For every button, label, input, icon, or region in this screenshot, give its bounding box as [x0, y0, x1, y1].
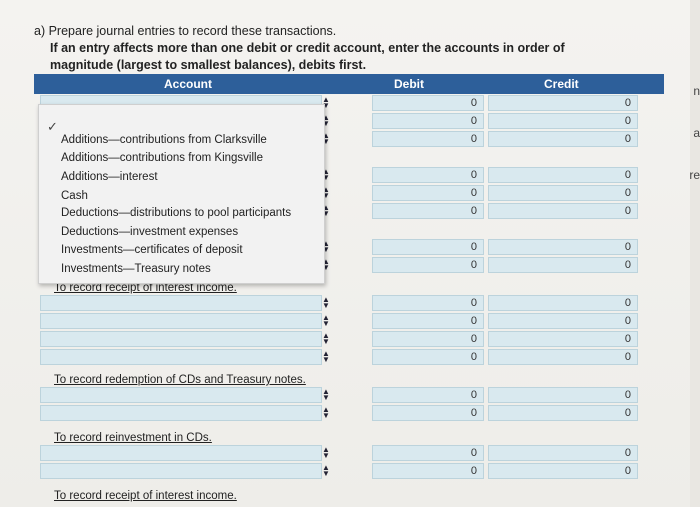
table-row: ▲ ▼ 0 0 — [34, 462, 664, 480]
entry-note-2: To record redemption of CDs and Treasury… — [54, 374, 306, 386]
debit-input[interactable]: 0 — [372, 313, 484, 329]
account-select[interactable] — [40, 331, 322, 347]
credit-input[interactable]: 0 — [488, 387, 638, 403]
edge-text: re — [689, 168, 700, 182]
edge-text: n — [693, 84, 700, 98]
table-row: ▲ ▼ 0 0 — [34, 348, 664, 366]
credit-input[interactable]: 0 — [488, 239, 638, 255]
account-header: Account — [164, 77, 212, 91]
table-row: ▲ ▼ 0 0 — [34, 404, 664, 422]
account-select[interactable] — [40, 445, 322, 461]
credit-input[interactable]: 0 — [488, 405, 638, 421]
select-arrows-icon[interactable]: ▲ ▼ — [322, 387, 330, 402]
debit-input[interactable]: 0 — [372, 405, 484, 421]
table-row: ▲ ▼ 0 0 — [34, 294, 664, 312]
debit-input[interactable]: 0 — [372, 295, 484, 311]
select-arrows-icon[interactable]: ▲ ▼ — [322, 239, 330, 254]
edge-text: a — [693, 126, 700, 140]
select-arrows-icon[interactable]: ▲ ▼ — [322, 445, 330, 460]
credit-input[interactable]: 0 — [488, 113, 638, 129]
instructions: a) Prepare journal entries to record the… — [34, 23, 565, 74]
table-row: ▲ ▼ 0 0 — [34, 444, 664, 462]
dropdown-option[interactable]: Additions—contributions from Clarksville — [61, 134, 267, 146]
debit-header: Debit — [394, 77, 424, 91]
account-select[interactable] — [40, 349, 322, 365]
table-row: ▲ ▼ 0 0 — [34, 330, 664, 348]
checkmark-icon: ✓ — [47, 119, 58, 134]
journal-table-header: Account Debit Credit — [34, 74, 664, 94]
select-arrows-icon[interactable]: ▲ ▼ — [322, 95, 330, 110]
debit-input[interactable]: 0 — [372, 349, 484, 365]
debit-input[interactable]: 0 — [372, 167, 484, 183]
debit-input[interactable]: 0 — [372, 239, 484, 255]
credit-input[interactable]: 0 — [488, 445, 638, 461]
select-arrows-icon[interactable]: ▲ ▼ — [322, 463, 330, 478]
account-select[interactable] — [40, 463, 322, 479]
debit-input[interactable]: 0 — [372, 131, 484, 147]
debit-input[interactable]: 0 — [372, 95, 484, 111]
instruction-line-1: a) Prepare journal entries to record the… — [34, 24, 337, 38]
credit-input[interactable]: 0 — [488, 295, 638, 311]
dropdown-option[interactable]: Additions—interest — [61, 171, 158, 183]
credit-input[interactable]: 0 — [488, 95, 638, 111]
dropdown-option[interactable]: Deductions—investment expenses — [61, 226, 239, 238]
select-arrows-icon[interactable]: ▲ ▼ — [322, 405, 330, 420]
select-arrows-icon[interactable]: ▲ ▼ — [322, 203, 330, 218]
credit-input[interactable]: 0 — [488, 131, 638, 147]
select-arrows-icon[interactable]: ▲ ▼ — [322, 349, 330, 364]
debit-input[interactable]: 0 — [372, 445, 484, 461]
dropdown-option[interactable]: Cash — [61, 190, 88, 202]
entry-note-1: To record receipt of interest income. — [54, 282, 237, 294]
account-dropdown-menu: ✓ Additions—contributions from Clarksvil… — [38, 104, 325, 284]
account-select[interactable] — [40, 387, 322, 403]
account-select[interactable] — [40, 405, 322, 421]
dropdown-option[interactable]: Investments—Treasury notes — [61, 263, 211, 275]
debit-input[interactable]: 0 — [372, 257, 484, 273]
dropdown-option[interactable]: Investments—certificates of deposit — [61, 244, 243, 256]
credit-input[interactable]: 0 — [488, 349, 638, 365]
instruction-line-3: magnitude (largest to smallest balances)… — [50, 58, 367, 72]
dropdown-option[interactable]: Additions—contributions from Kingsville — [61, 152, 263, 164]
debit-input[interactable]: 0 — [372, 113, 484, 129]
credit-input[interactable]: 0 — [488, 203, 638, 219]
entry-note-3: To record reinvestment in CDs. — [54, 432, 212, 444]
account-select[interactable] — [40, 295, 322, 311]
debit-input[interactable]: 0 — [372, 185, 484, 201]
credit-input[interactable]: 0 — [488, 463, 638, 479]
credit-input[interactable]: 0 — [488, 331, 638, 347]
debit-input[interactable]: 0 — [372, 463, 484, 479]
select-arrows-icon[interactable]: ▲ ▼ — [322, 313, 330, 328]
select-arrows-icon[interactable]: ▲ ▼ — [322, 257, 330, 272]
debit-input[interactable]: 0 — [372, 387, 484, 403]
debit-input[interactable]: 0 — [372, 331, 484, 347]
table-row: ▲ ▼ 0 0 — [34, 312, 664, 330]
account-select[interactable] — [40, 313, 322, 329]
select-arrows-icon[interactable]: ▲ ▼ — [322, 113, 330, 128]
credit-input[interactable]: 0 — [488, 257, 638, 273]
instruction-line-2: If an entry affects more than one debit … — [50, 41, 565, 55]
credit-header: Credit — [544, 77, 579, 91]
table-row: ▲ ▼ 0 0 — [34, 386, 664, 404]
select-arrows-icon[interactable]: ▲ ▼ — [322, 295, 330, 310]
dropdown-option[interactable]: Deductions—distributions to pool partici… — [61, 207, 292, 219]
debit-input[interactable]: 0 — [372, 203, 484, 219]
credit-input[interactable]: 0 — [488, 185, 638, 201]
credit-input[interactable]: 0 — [488, 313, 638, 329]
select-arrows-icon[interactable]: ▲ ▼ — [322, 131, 330, 146]
select-arrows-icon[interactable]: ▲ ▼ — [322, 185, 330, 200]
credit-input[interactable]: 0 — [488, 167, 638, 183]
select-arrows-icon[interactable]: ▲ ▼ — [322, 331, 330, 346]
entry-note-4: To record receipt of interest income. — [54, 490, 237, 502]
select-arrows-icon[interactable]: ▲ ▼ — [322, 167, 330, 182]
